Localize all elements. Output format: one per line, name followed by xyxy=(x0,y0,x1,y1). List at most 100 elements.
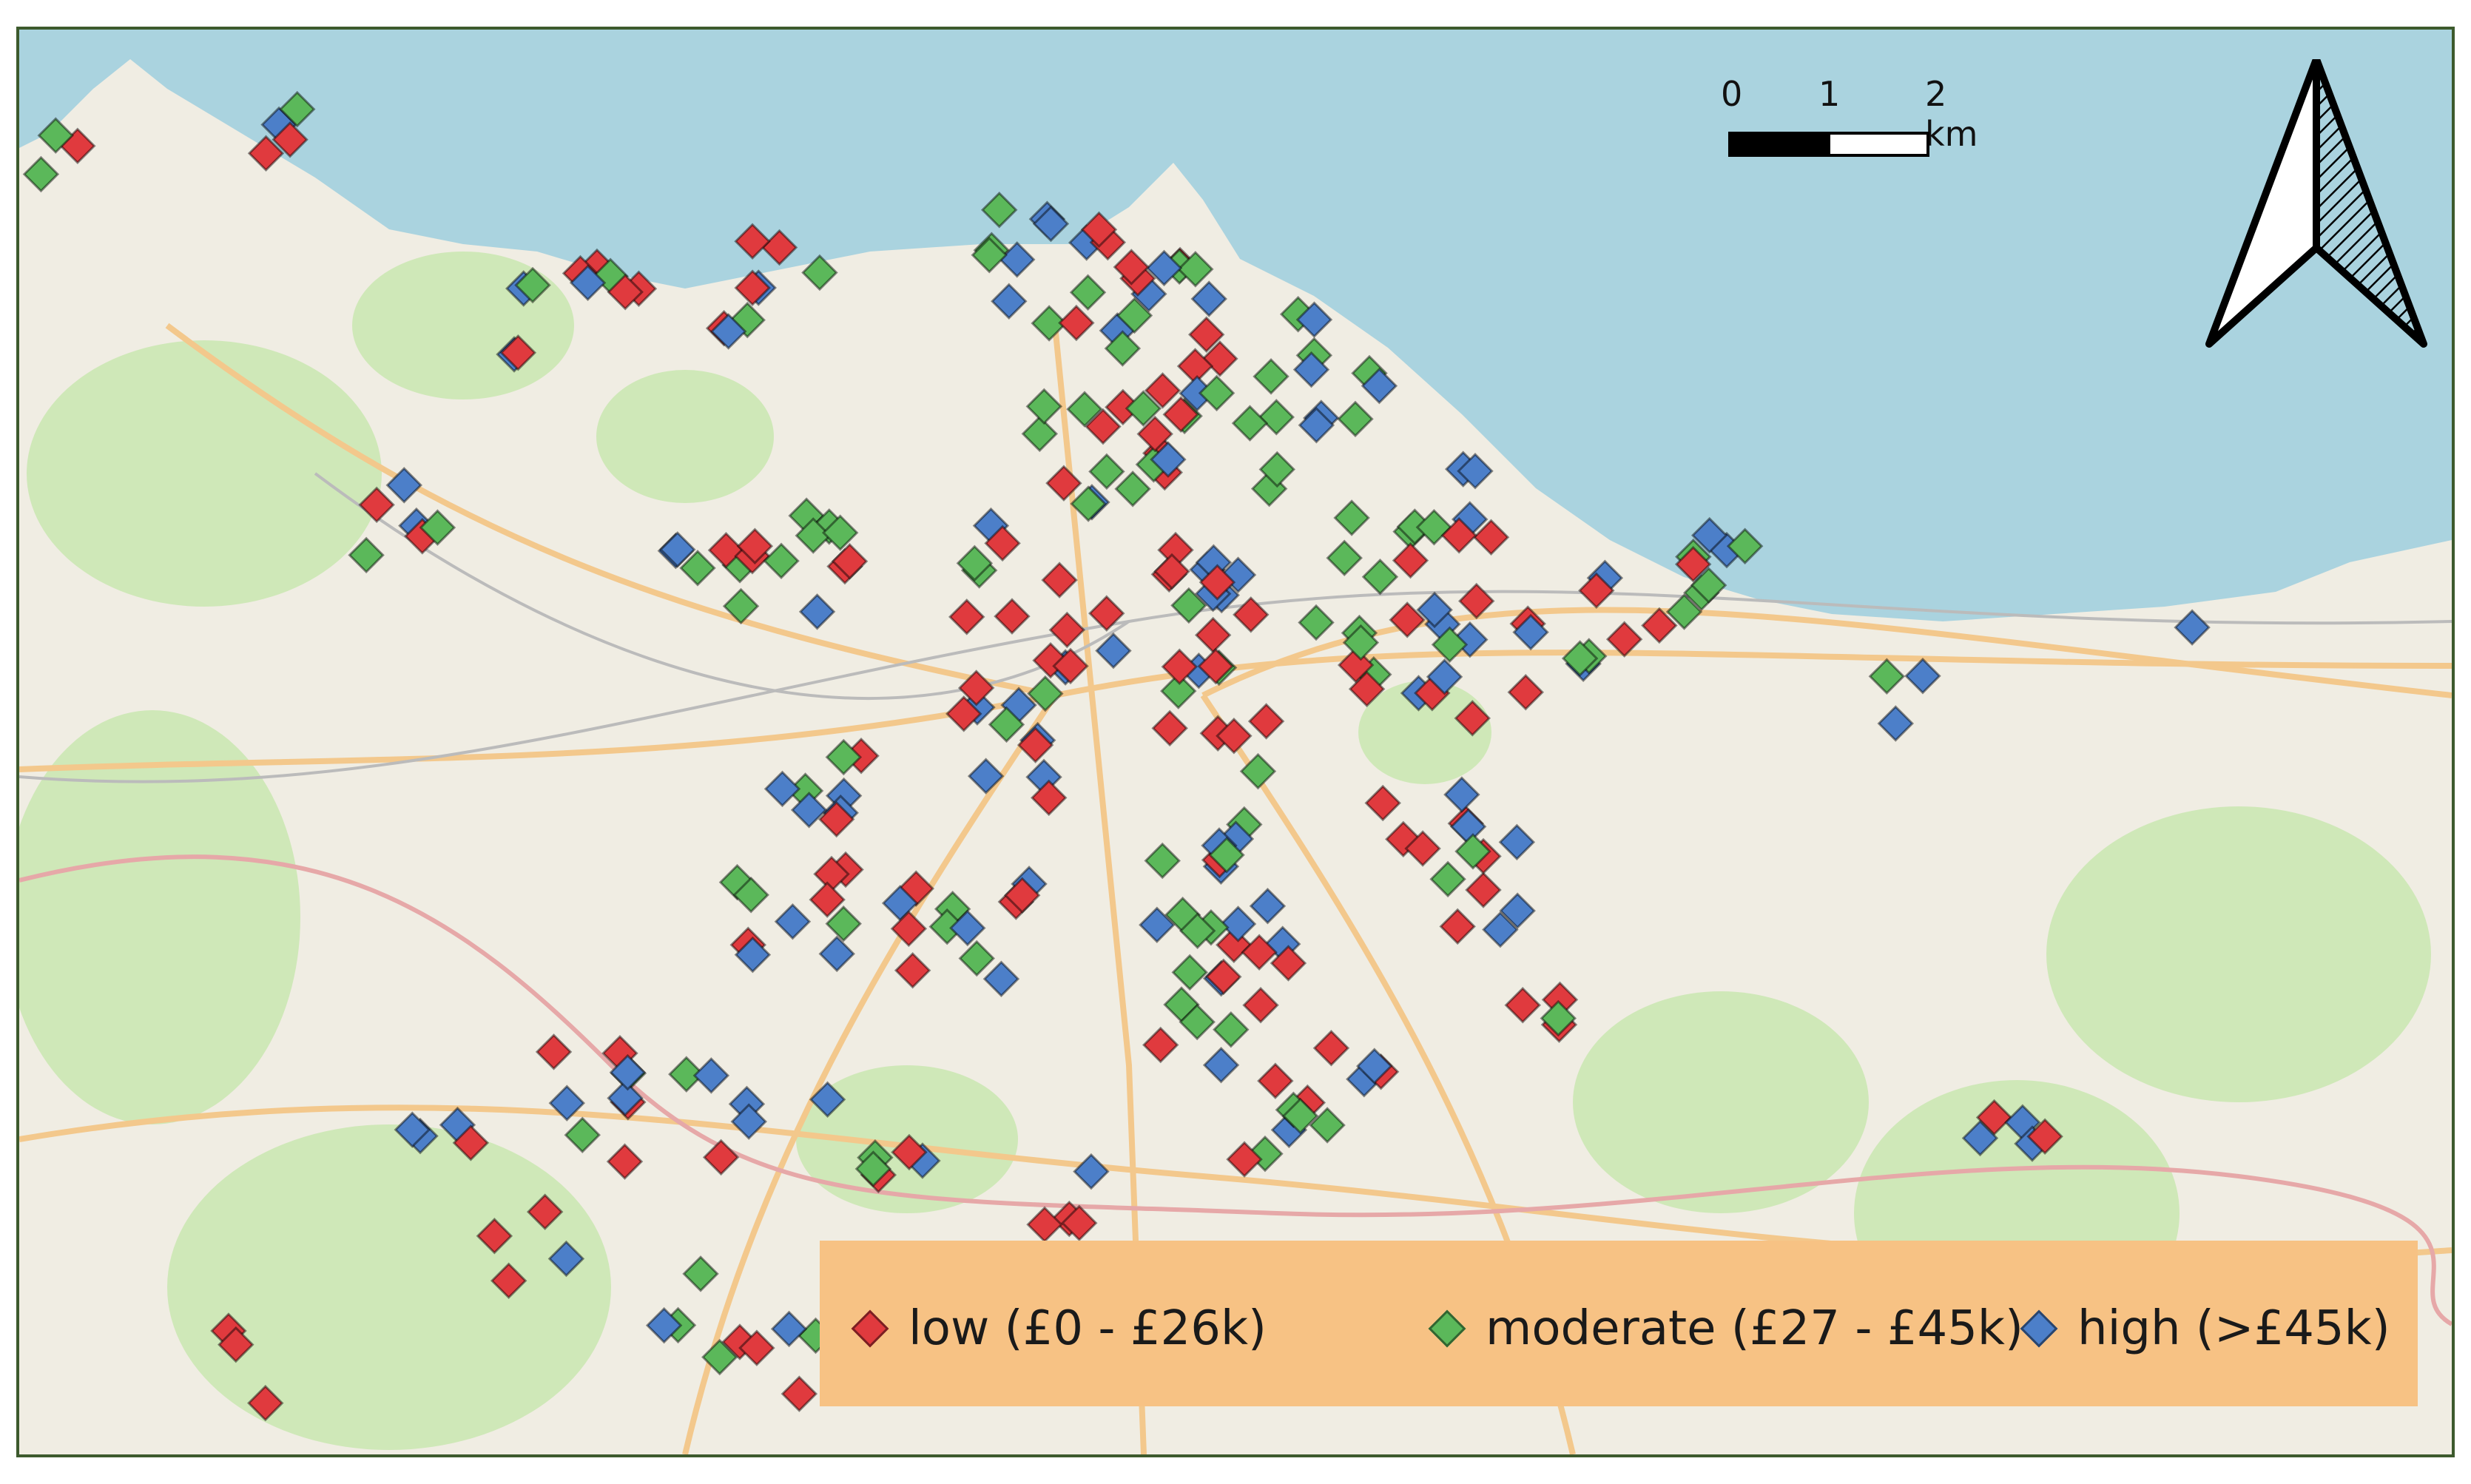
map-marker xyxy=(1027,675,1064,712)
scale-bar: 0 1 2 km xyxy=(1721,74,1978,163)
map-marker xyxy=(1017,726,1054,763)
map-marker xyxy=(1440,517,1477,554)
map-marker xyxy=(818,800,855,838)
roads xyxy=(19,323,2452,1454)
map-marker xyxy=(1270,945,1307,982)
map-marker xyxy=(722,587,760,625)
map-marker xyxy=(1157,531,1194,569)
map-marker xyxy=(692,1057,730,1094)
map-marker xyxy=(1025,388,1063,425)
map-marker xyxy=(1392,542,1429,579)
map-marker xyxy=(548,1085,586,1122)
map-marker xyxy=(958,940,995,977)
map-marker xyxy=(547,1240,585,1278)
map-marker xyxy=(1150,441,1187,478)
map-marker xyxy=(1202,1046,1240,1084)
map-marker xyxy=(1032,205,1070,243)
map-marker xyxy=(348,536,385,574)
map-marker xyxy=(2174,609,2211,646)
map-marker xyxy=(2026,1118,2063,1155)
map-marker xyxy=(476,1218,513,1255)
map-marker xyxy=(1069,274,1107,311)
map-marker xyxy=(1003,877,1041,914)
red-diamond-icon xyxy=(851,1309,889,1348)
map-marker xyxy=(998,241,1036,278)
map-marker xyxy=(358,486,395,524)
map-marker xyxy=(1208,837,1245,874)
map-marker xyxy=(1690,516,1728,554)
map-marker xyxy=(831,543,869,580)
map-marker xyxy=(1066,391,1103,428)
map-marker xyxy=(1190,280,1227,317)
map-marker xyxy=(774,903,812,940)
map-marker xyxy=(1298,604,1335,641)
map-marker xyxy=(1578,572,1615,610)
scale-segment-black xyxy=(1728,132,1830,157)
map-marker xyxy=(514,266,551,304)
map-marker xyxy=(1389,601,1426,638)
map-marker xyxy=(980,192,1018,229)
map-marker xyxy=(569,264,607,302)
map-marker xyxy=(1454,833,1491,870)
map-marker xyxy=(1179,374,1216,412)
bypass-road xyxy=(19,854,2452,1326)
map-marker xyxy=(1868,658,1906,695)
map-marker xyxy=(659,531,696,568)
map-marker xyxy=(971,237,1008,274)
map-marker xyxy=(1151,709,1188,747)
map-marker xyxy=(763,542,800,579)
map-marker xyxy=(1026,1206,1063,1244)
map-marker xyxy=(770,1310,808,1348)
map-marker xyxy=(825,738,863,776)
scale-label-2: 2 km xyxy=(1925,74,1978,154)
map-marker xyxy=(1144,842,1181,880)
map-marker xyxy=(1292,351,1330,388)
map-marker xyxy=(490,1262,527,1300)
map-marker xyxy=(945,695,982,732)
legend-item-low: low (£0 - £26k) xyxy=(851,1301,1267,1356)
map-marker xyxy=(1674,545,1712,583)
map-marker xyxy=(1048,611,1086,649)
map-marker xyxy=(1136,415,1173,453)
map-marker xyxy=(564,1116,601,1153)
map-marker xyxy=(1226,1141,1263,1178)
map-marker xyxy=(526,1193,564,1230)
map-marker xyxy=(1258,451,1296,488)
map-marker xyxy=(1021,415,1059,453)
map-marker xyxy=(1179,1003,1216,1041)
map-marker xyxy=(1249,887,1287,925)
sea xyxy=(19,30,2452,621)
map-marker xyxy=(1904,657,1941,695)
green-diamond-icon xyxy=(1428,1309,1466,1348)
map-marker xyxy=(730,1103,767,1140)
map-marker xyxy=(1160,672,1197,709)
map-marker xyxy=(732,876,769,914)
map-marker xyxy=(1105,388,1142,426)
map-marker xyxy=(956,544,994,582)
map-marker xyxy=(1333,499,1370,536)
map-marker xyxy=(1239,752,1277,790)
map-marker xyxy=(679,550,716,587)
map-marker xyxy=(1726,527,1764,565)
map-marker xyxy=(994,598,1031,635)
map-marker xyxy=(801,254,838,291)
map-marker xyxy=(761,229,798,266)
railways xyxy=(19,472,2452,783)
map-marker xyxy=(535,1033,573,1070)
map-marker xyxy=(1454,700,1491,737)
map-marker xyxy=(1396,508,1434,545)
map-marker xyxy=(1482,911,1519,948)
map-marker xyxy=(1104,330,1142,367)
legend-item-moderate: moderate (£27 - £45k) xyxy=(1428,1301,2023,1356)
map-marker xyxy=(1144,372,1181,409)
map-marker xyxy=(1088,595,1125,632)
map-marker xyxy=(1257,1062,1294,1099)
map-marker xyxy=(1312,1030,1350,1067)
map-marker xyxy=(1281,1097,1319,1135)
map-marker xyxy=(1429,860,1466,898)
map-marker xyxy=(1231,405,1269,442)
map-marker xyxy=(385,467,422,504)
map-marker xyxy=(1690,567,1727,604)
map-marker xyxy=(781,1375,818,1412)
map-marker xyxy=(1361,559,1399,596)
